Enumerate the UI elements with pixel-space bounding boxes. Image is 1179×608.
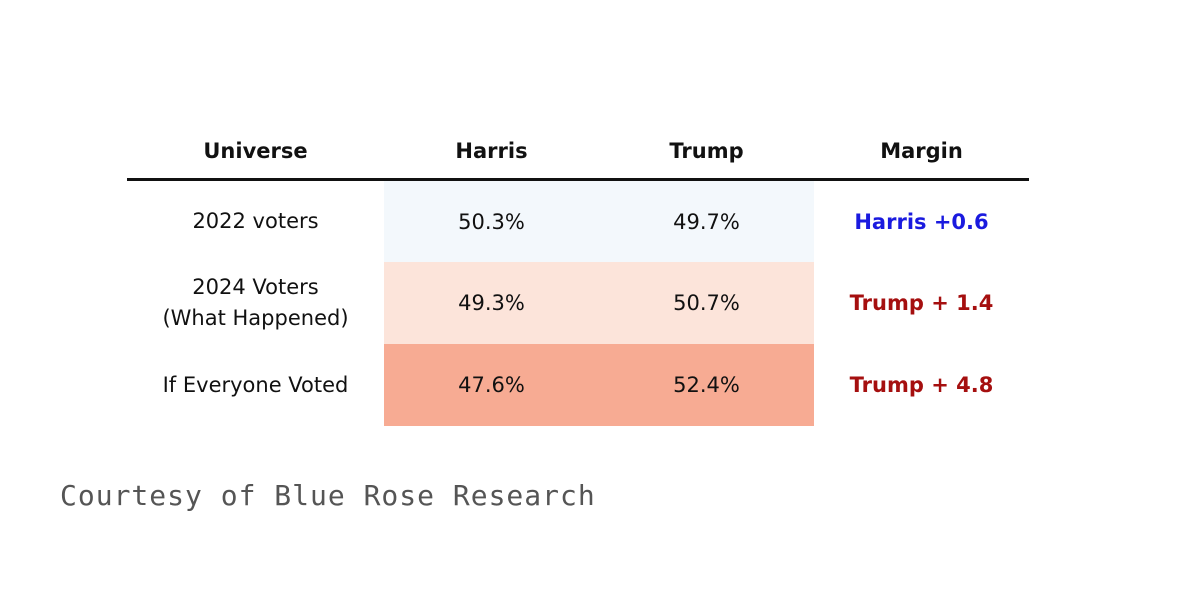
harris-value-cell: 50.3% [458,209,525,234]
universe-cell: If Everyone Voted [127,344,384,426]
universe-label-line: 2022 voters [192,209,319,233]
source-credit: Courtesy of Blue Rose Research [60,479,596,512]
universe-cell: 2024 Voters (What Happened) [127,262,384,344]
universe-cell: 2022 voters [127,181,384,262]
margin-value-cell: Trump + 1.4 [849,291,994,315]
row-shade [384,344,814,426]
column-header-harris: Harris [455,139,528,163]
table-row: 2022 voters 50.3% 49.7% Harris +0.6 [127,181,1029,262]
table-row: If Everyone Voted 47.6% 52.4% Trump + 4.8 [127,344,1029,426]
universe-label-line: If Everyone Voted [162,372,349,397]
universe-label-line: 2024 Voters [192,275,319,299]
row-shade [384,262,814,344]
table-row: 2024 Voters (What Happened) 49.3% 50.7% Trum… [127,262,1029,344]
trump-value-cell: 50.7% [673,291,740,315]
row-shade [384,181,814,262]
trump-value-cell: 49.7% [673,209,740,234]
harris-value-cell: 47.6% [458,373,525,397]
harris-value-cell: 49.3% [458,291,525,315]
universe-label-line: (What Happened) [162,306,349,330]
margin-value-cell: Trump + 4.8 [849,373,994,397]
results-table: Universe Harris Trump Margin 2022 voters… [127,120,1029,426]
column-header-universe: Universe [203,139,308,163]
column-header-trump: Trump [669,139,744,163]
column-header-margin: Margin [880,139,963,163]
trump-value-cell: 52.4% [673,373,740,397]
table-header: Universe Harris Trump Margin [127,120,1029,181]
margin-value-cell: Harris +0.6 [854,209,989,234]
